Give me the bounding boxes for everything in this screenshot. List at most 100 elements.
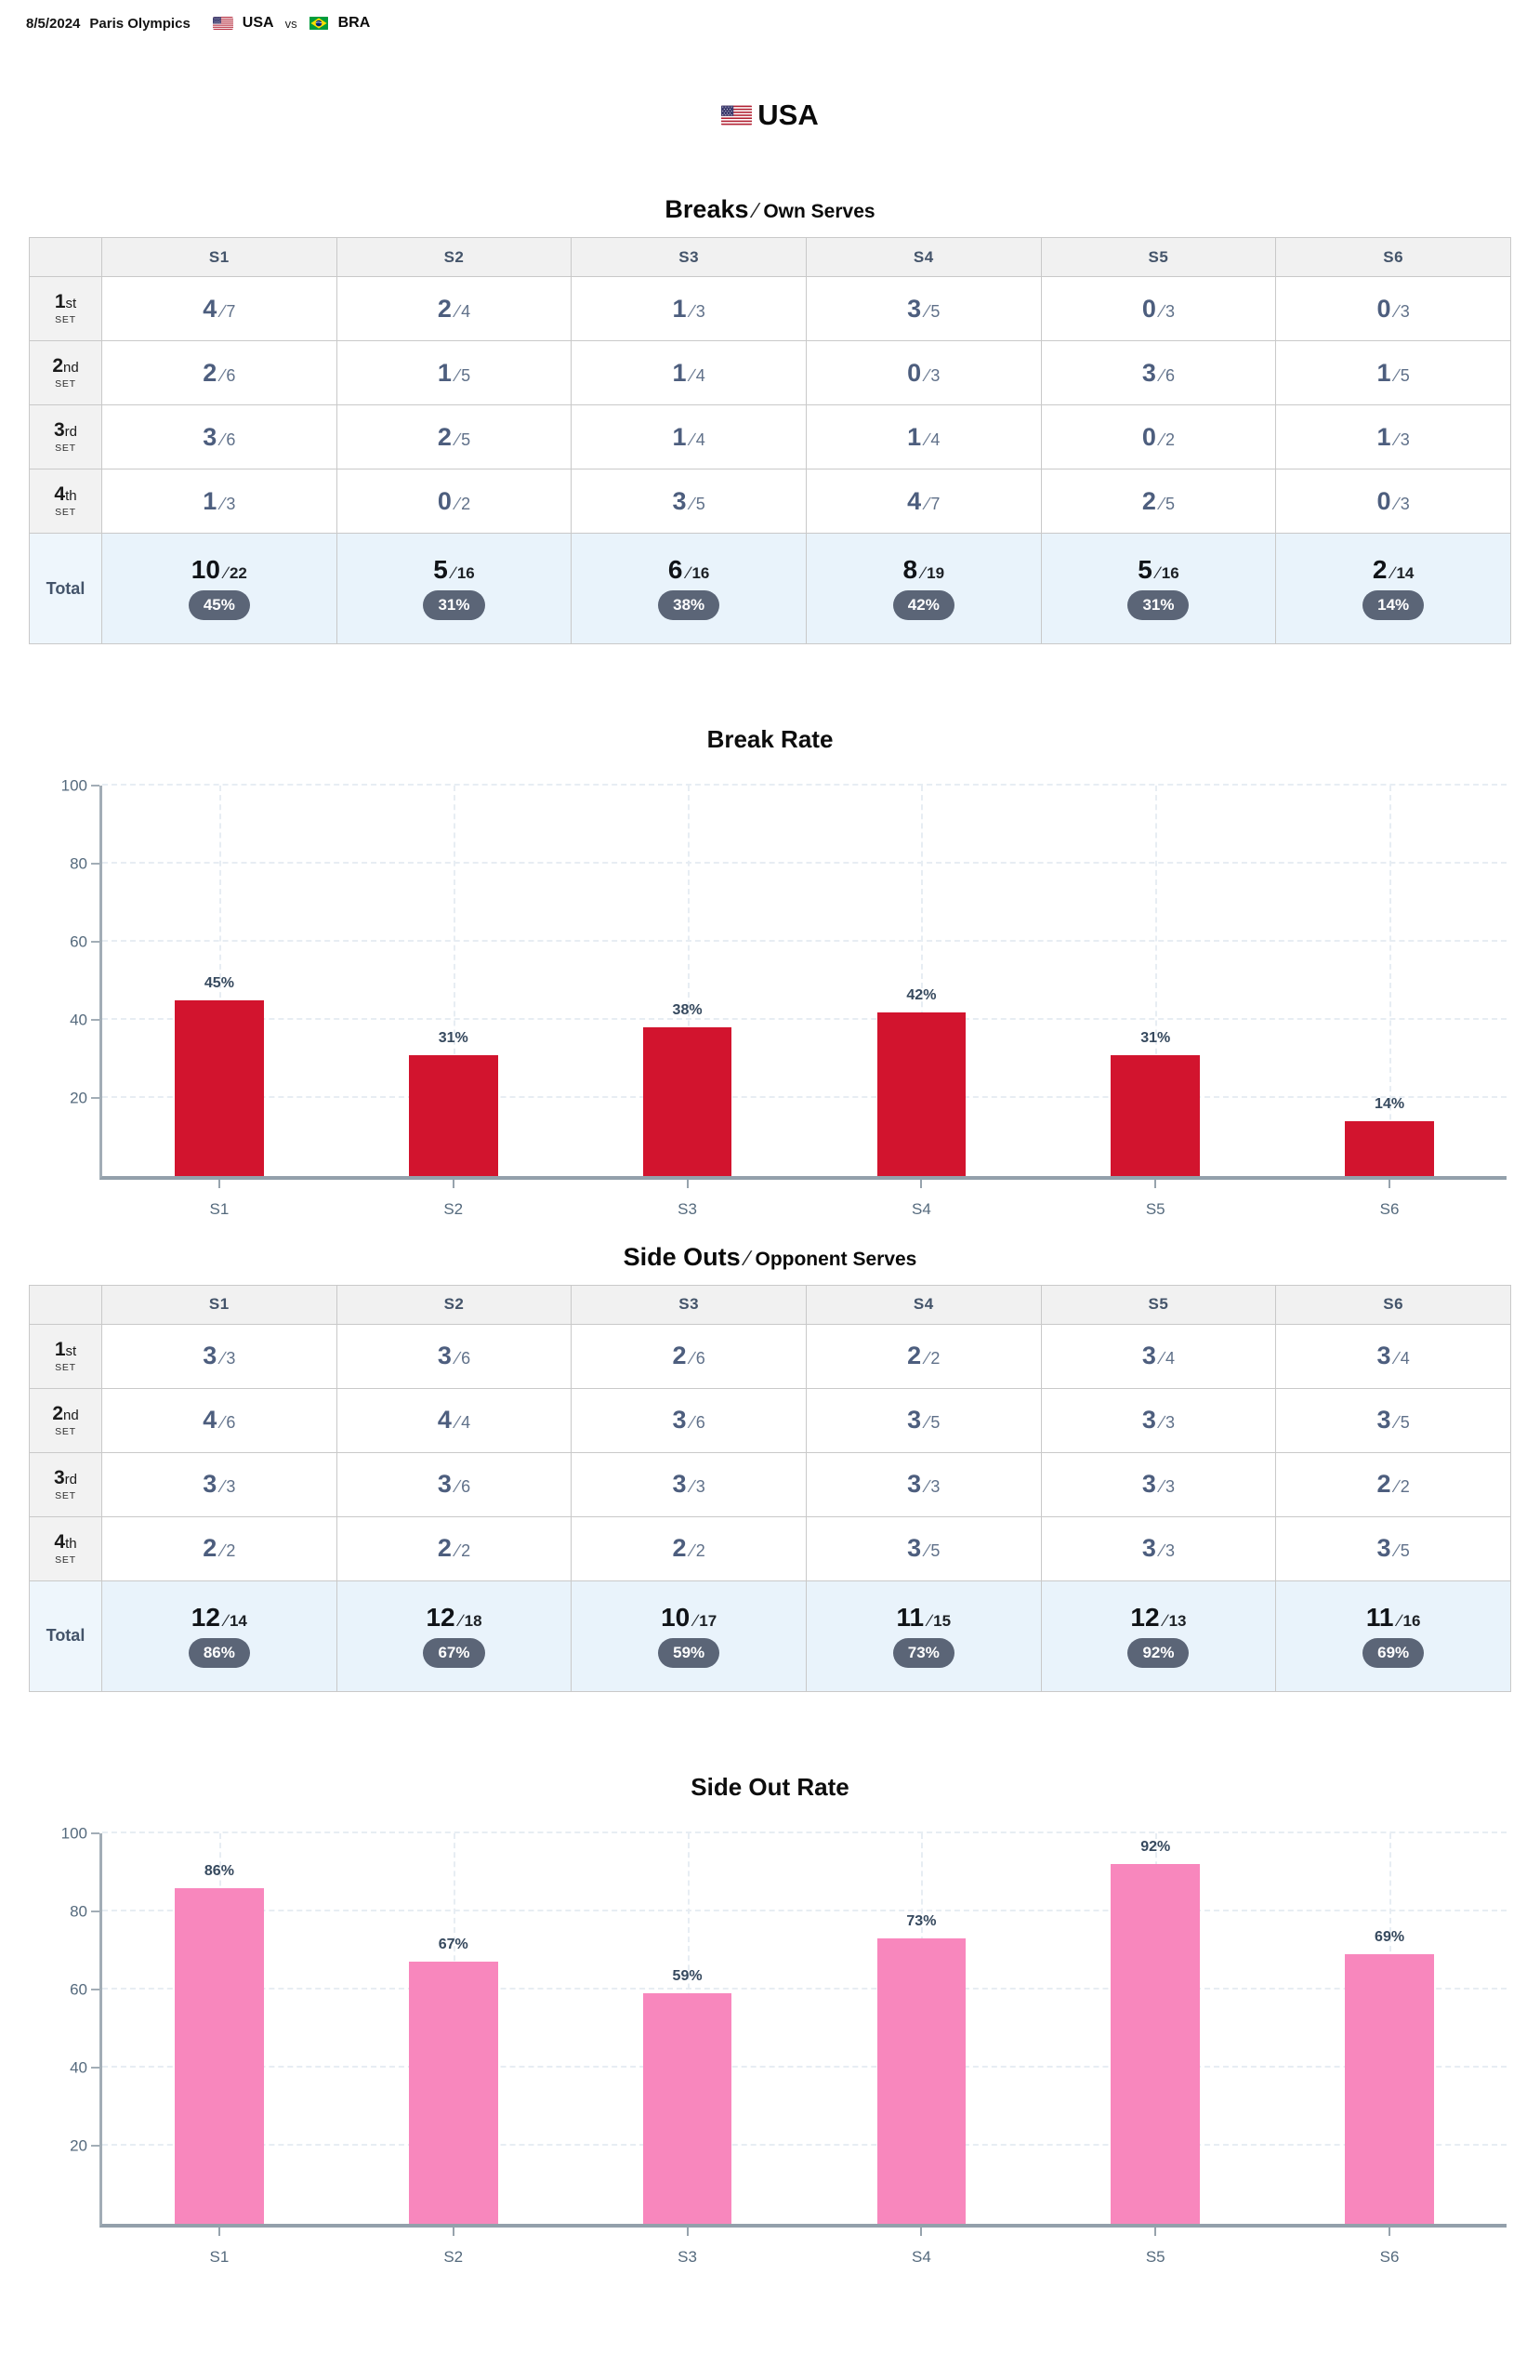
- total-rate-badge: 69%: [1362, 1637, 1425, 1668]
- total-fraction: 11 ∕ 15: [807, 1604, 1041, 1631]
- fraction-cell: 2 ∕ 6: [571, 1323, 807, 1389]
- total-denominator: 15: [933, 1611, 952, 1630]
- set-unit-label: SET: [55, 1361, 76, 1373]
- fraction-cell: 0 ∕ 2: [1040, 404, 1277, 469]
- fraction-numerator: 4: [437, 1406, 452, 1435]
- fraction-denominator: 5: [1400, 1413, 1410, 1433]
- y-axis-tick: [91, 1018, 99, 1021]
- match-date: 8/5/2024: [26, 15, 81, 32]
- fraction-denominator: 3: [1165, 1477, 1176, 1497]
- fraction-denominator: 4: [461, 301, 471, 321]
- bar-s4: [876, 1012, 967, 1176]
- fraction-numerator: 3: [1141, 358, 1156, 387]
- x-axis-tick: [1154, 1179, 1157, 1188]
- set-label: 4th SET: [29, 1515, 102, 1581]
- fraction-numerator: 1: [1376, 422, 1391, 451]
- category-slot-s2: 31% S2: [336, 785, 571, 1218]
- set-unit-label: SET: [55, 378, 76, 390]
- fraction-numerator: 1: [672, 422, 687, 451]
- fraction-denominator: 4: [1400, 1349, 1410, 1368]
- fraction-denominator: 3: [1400, 430, 1410, 449]
- category-slot-s1: 45% S1: [102, 785, 336, 1218]
- total-fraction: 2 ∕ 14: [1276, 557, 1510, 583]
- fraction-numerator: 3: [1376, 1342, 1391, 1370]
- category-slot-s1: 86% S1: [102, 1832, 336, 2266]
- side-out-rate-chart-title: Side Out Rate: [691, 1772, 849, 1801]
- fraction-cell: 2 ∕ 2: [1275, 1451, 1511, 1517]
- fraction-slash: ∕: [455, 1541, 460, 1562]
- breaks-heading-sub: Own Serves: [763, 201, 875, 222]
- set-ordinal: 2nd: [30, 1404, 101, 1423]
- total-numerator: 6: [667, 555, 683, 584]
- total-cell: 6 ∕ 16 38%: [571, 533, 807, 644]
- set-unit-label: SET: [55, 1489, 76, 1501]
- fraction-cell: 1 ∕ 5: [336, 340, 573, 405]
- fraction-slash: ∕: [459, 1610, 463, 1630]
- fraction-slash: ∕: [455, 494, 460, 514]
- fraction-numerator: 0: [1376, 486, 1391, 515]
- fraction-denominator: 3: [695, 1477, 705, 1497]
- fraction-denominator: 3: [695, 301, 705, 321]
- x-axis-label: S1: [209, 2247, 230, 2266]
- fraction-numerator: 4: [907, 486, 922, 515]
- set-row-4: 4th SET 1 ∕ 3 0 ∕ 2 3 ∕ 5 4 ∕ 7 2 ∕ 5 0 ∕ 3: [29, 469, 1511, 534]
- fraction-numerator: 3: [437, 1470, 452, 1499]
- set-ordinal-number: 1: [54, 1338, 66, 1360]
- column-header-s5: S5: [1040, 237, 1277, 277]
- fraction-denominator: 3: [1165, 1413, 1176, 1433]
- fraction-denominator: 5: [461, 365, 471, 385]
- fraction-cell: 1 ∕ 5: [1275, 340, 1511, 405]
- fraction-denominator: 5: [1400, 1541, 1410, 1561]
- set-row-4: 4th SET 2 ∕ 2 2 ∕ 2 2 ∕ 2 3 ∕ 5 3 ∕ 3 3 ∕ 5: [29, 1515, 1511, 1581]
- bar-s3: [642, 1992, 732, 2224]
- fraction-numerator: 3: [672, 486, 687, 515]
- fraction-slash: ∕: [926, 301, 929, 322]
- fraction-cell: 4 ∕ 7: [805, 469, 1042, 534]
- fraction-denominator: 6: [1165, 365, 1176, 385]
- fraction-slash: ∕: [1160, 1413, 1165, 1434]
- fraction-slash: ∕: [224, 563, 228, 582]
- fraction-cell: 3 ∕ 6: [1040, 340, 1277, 405]
- fraction-cell: 3 ∕ 5: [1275, 1387, 1511, 1453]
- bar-s1: [175, 999, 264, 1176]
- y-axis-tick-label: 60: [70, 1980, 87, 1999]
- fraction-slash: ∕: [691, 301, 694, 322]
- set-label: 3rd SET: [29, 404, 102, 469]
- fraction-cell: 2 ∕ 5: [336, 404, 573, 469]
- fraction-cell: 3 ∕ 6: [336, 1323, 573, 1389]
- fraction-slash: ∕: [691, 430, 694, 450]
- fraction-numerator: 3: [1141, 1470, 1156, 1499]
- fraction-cell: 3 ∕ 3: [101, 1323, 337, 1389]
- total-numerator: 8: [902, 555, 918, 584]
- table-body: 1st SET 4 ∕ 7 2 ∕ 4 1 ∕ 3 3 ∕ 5 0 ∕ 3 0 ∕ 3 2nd SET 2 ∕ 6 1 ∕ 5 1 ∕ 4 0…: [29, 276, 1511, 644]
- total-numerator: 10: [191, 555, 220, 584]
- fraction-slash: ∕: [687, 563, 691, 582]
- y-axis-tick: [91, 1831, 99, 1834]
- gridline: [102, 2143, 1507, 2146]
- fraction-denominator: 4: [695, 430, 705, 449]
- bar-s5: [1111, 1864, 1201, 2224]
- x-axis-label: S3: [678, 1199, 697, 1218]
- fraction-slash: ∕: [1395, 430, 1399, 450]
- x-axis-tick: [920, 2227, 923, 2236]
- set-ordinal-number: 4: [54, 483, 66, 505]
- fraction-numerator: 4: [203, 1406, 217, 1435]
- total-cell: 8 ∕ 19 42%: [805, 533, 1042, 644]
- fraction-numerator: 2: [437, 1534, 452, 1563]
- fraction-numerator: 0: [1141, 422, 1156, 451]
- y-axis-tick: [91, 1910, 99, 1912]
- fraction-denominator: 2: [1400, 1477, 1410, 1497]
- category-slot-s6: 69% S6: [1272, 1832, 1507, 2266]
- set-unit-label: SET: [55, 507, 76, 518]
- bar-value-label: 31%: [1140, 1029, 1171, 1046]
- gridline: [102, 1095, 1507, 1098]
- breaks-heading: Breaks ∕ Own Serves: [0, 195, 1540, 224]
- fraction-slash: ∕: [455, 1349, 460, 1369]
- bar-s3: [642, 1027, 732, 1176]
- x-axis-tick: [1389, 2227, 1391, 2236]
- total-fraction: 11 ∕ 16: [1276, 1604, 1510, 1631]
- total-rate-badge: 45%: [188, 590, 250, 620]
- y-axis-tick: [91, 862, 99, 865]
- fraction-slash: ∕: [221, 1541, 225, 1562]
- y-axis-tick: [91, 1096, 99, 1099]
